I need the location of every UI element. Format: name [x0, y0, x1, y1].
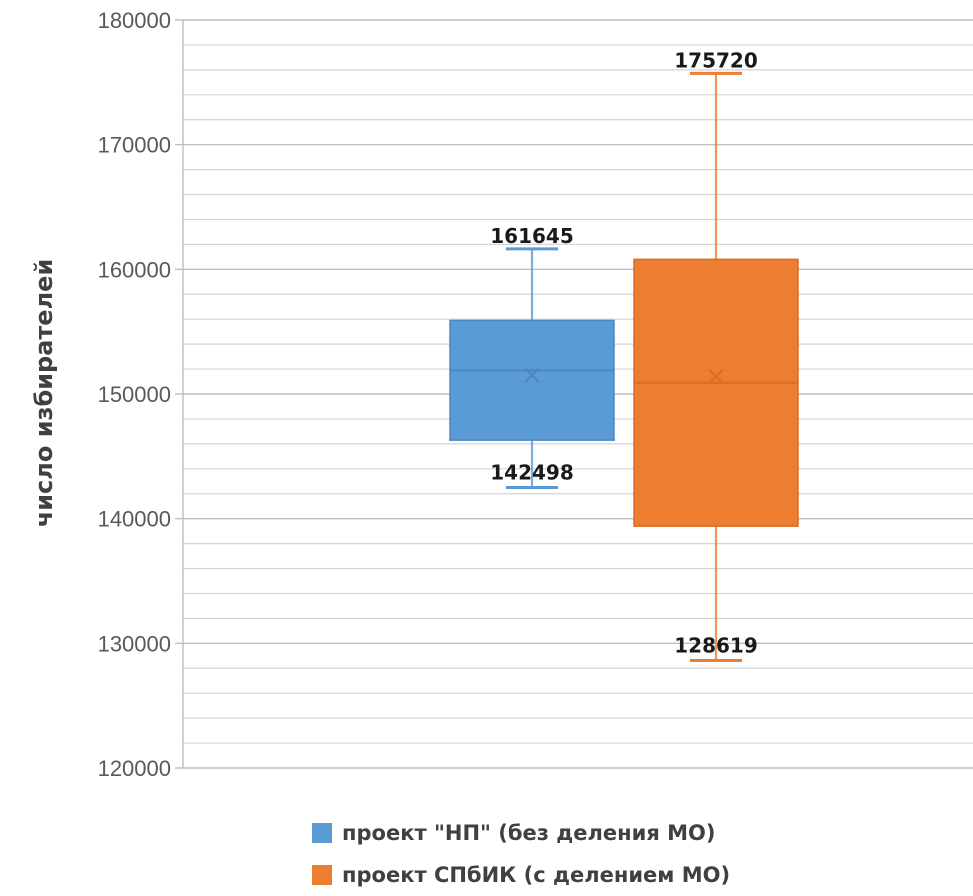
y-tick-label: 170000 [98, 133, 171, 158]
box-series-1 [633, 71, 799, 663]
y-tick-label: 130000 [98, 631, 171, 656]
data-label-max: 161645 [490, 224, 574, 248]
y-tick-label: 180000 [98, 8, 171, 33]
data-label-min: 128619 [674, 634, 758, 658]
y-tick-label: 140000 [98, 507, 171, 532]
y-axis-title: число избирателей [30, 259, 58, 528]
mean-marker [524, 367, 540, 384]
mean-marker [708, 368, 724, 385]
legend-swatch-np [312, 823, 332, 843]
iqr-box [633, 258, 799, 527]
data-label-max: 175720 [674, 48, 758, 72]
legend-swatch-spbik [312, 865, 332, 885]
legend-item-spbik: проект СПбИК (с делением МО) [312, 854, 730, 896]
y-tick-label: 150000 [98, 382, 171, 407]
legend-label-spbik: проект СПбИК (с делением МО) [342, 863, 731, 887]
box-series-0 [449, 247, 615, 490]
y-tick-label: 120000 [98, 756, 171, 781]
boxes [449, 71, 799, 663]
legend: проект "НП" (без деления МО) проект СПбИ… [312, 812, 730, 896]
data-label-min: 142498 [490, 461, 574, 485]
y-axis: 120000 130000 140000 150000 160000 170000 1800… [98, 8, 184, 781]
y-tick-label: 160000 [98, 257, 171, 282]
legend-item-np: проект "НП" (без деления МО) [312, 812, 730, 854]
legend-label-np: проект "НП" (без деления МО) [342, 821, 716, 845]
data-labels: 161645 142498 175720 128619 [490, 48, 758, 657]
iqr-box [449, 319, 615, 441]
